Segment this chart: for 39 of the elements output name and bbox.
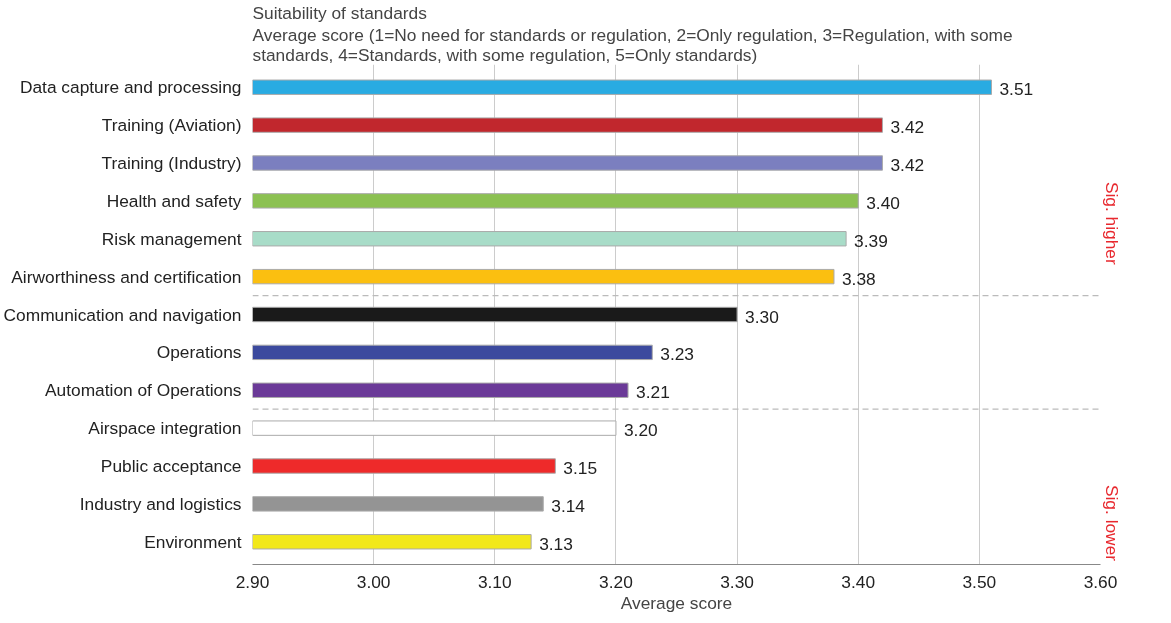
y-tick-label: Training (Aviation) bbox=[101, 115, 242, 136]
text: Sig. lower bbox=[1101, 484, 1122, 562]
y-tick-label: Data capture and processing bbox=[19, 77, 242, 98]
y-tick-label: Risk management bbox=[101, 228, 242, 249]
data-label: 3.51 bbox=[999, 79, 1034, 100]
x-tick-label: 3.00 bbox=[356, 571, 391, 592]
x-tick-label: 3.50 bbox=[962, 571, 997, 592]
data-label: 3.14 bbox=[551, 495, 586, 516]
x-tick-label: 3.20 bbox=[599, 571, 633, 592]
data-label: 3.23 bbox=[660, 344, 695, 365]
chart-subtitle: Average score (1=No need for standards or regulation, 2=Only regulation, 3=Regulation, with some standards, 4=Standards, with some regulation, 5=Only standards) bbox=[252, 24, 1013, 65]
y-tick-label: Communication and navigation bbox=[3, 304, 242, 325]
chart-title: Suitability of standards bbox=[252, 2, 428, 23]
y-tick-label: Automation of Operations bbox=[45, 380, 242, 401]
y-tick-label: Airspace integration bbox=[88, 418, 242, 439]
data-label: 3.38 bbox=[841, 268, 876, 289]
y-tick-label: Environment bbox=[144, 531, 242, 552]
y-tick-label: Public acceptance bbox=[100, 456, 242, 477]
x-tick-label: 3.10 bbox=[477, 571, 512, 592]
y-tick-label: Training (Industry) bbox=[101, 152, 242, 173]
y-tick-label: Operations bbox=[156, 342, 242, 363]
data-label: 3.21 bbox=[636, 382, 670, 403]
data-label: 3.13 bbox=[539, 533, 573, 554]
x-tick-label: 3.40 bbox=[841, 571, 876, 592]
data-label: 3.39 bbox=[854, 230, 888, 251]
x-axis-title: Average score bbox=[620, 592, 733, 613]
data-label: 3.20 bbox=[623, 420, 658, 441]
data-label: 3.42 bbox=[890, 117, 925, 138]
y-tick-label: Industry and logistics bbox=[79, 493, 242, 514]
x-tick-label: 3.60 bbox=[1083, 571, 1118, 592]
x-tick-label: 2.90 bbox=[235, 571, 270, 592]
y-tick-label: Airworthiness and certification bbox=[11, 266, 242, 287]
y-tick-label: Health and safety bbox=[106, 190, 242, 211]
x-tick-label: 3.30 bbox=[720, 571, 754, 592]
data-label: 3.30 bbox=[745, 306, 779, 327]
text: Sig. higher bbox=[1101, 181, 1122, 265]
data-label: 3.15 bbox=[563, 458, 598, 479]
data-label: 3.40 bbox=[866, 192, 900, 213]
data-label: 3.42 bbox=[890, 154, 925, 175]
